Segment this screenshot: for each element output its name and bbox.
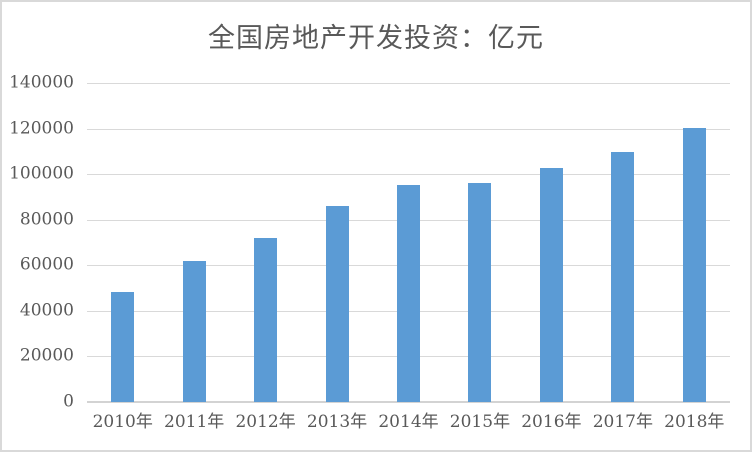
x-axis: 2010年 2011年 2012年 2013年 2014年 2015年 2016年 2017年… [87,411,730,439]
y-axis-tick-label: 40000 [19,300,74,321]
bar-2013年 [325,206,349,402]
y-axis-tick-label: 100000 [9,163,74,184]
x-axis-tick-label: 2010年 [92,412,153,432]
x-axis-line [87,401,730,403]
bar-2017年 [611,151,635,402]
x-axis-tick-label: 2015年 [449,412,511,432]
bar-2011年 [182,261,206,402]
bar-2014年 [397,185,420,402]
x-axis-tick-label: 2018年 [664,412,725,432]
gridline [87,128,730,130]
x-axis-tick-label: 2016年 [521,412,582,432]
x-axis-tick-label: 2012年 [235,412,296,432]
x-axis-tick-label: 2014年 [378,412,439,432]
gridline [87,83,730,84]
bar-2010年 [111,292,135,402]
bar-2016年 [539,168,563,402]
gridline [87,174,730,176]
chart-title: 全国房地产开发投资：亿元 [208,23,544,54]
y-axis-tick-label: 20000 [19,345,74,366]
y-axis-tick-label: 60000 [19,254,74,275]
y-axis-tick-label: 140000 [9,72,74,93]
x-axis-tick-label: 2017年 [592,412,653,432]
x-axis-tick-label: 2011年 [164,412,225,432]
y-axis: 0 20000 40000 60000 80000 100000 120000 140000 [2,74,74,410]
y-axis-tick-label: 80000 [19,209,74,230]
bar-2015年 [468,183,492,402]
bar-2018年 [682,127,706,402]
y-axis-tick-label: 120000 [9,118,74,139]
plot-area [87,83,730,403]
bar-2012年 [254,238,278,402]
y-axis-tick-label: 0 [63,391,74,412]
x-axis-tick-label: 2013年 [306,412,368,432]
